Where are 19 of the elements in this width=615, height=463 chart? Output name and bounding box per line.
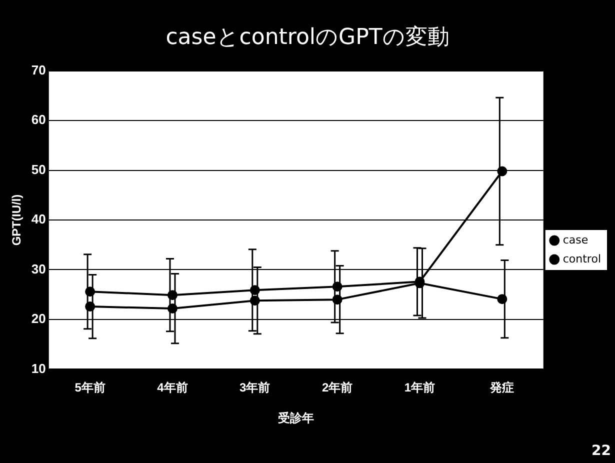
- legend-label: case: [562, 233, 588, 246]
- y-tick-label: 30: [31, 261, 46, 276]
- x-tick-label: 発症: [489, 380, 514, 395]
- y-tick-label: 10: [31, 360, 46, 376]
- y-tick-label: 50: [31, 162, 46, 177]
- x-axis-title: 受診年: [277, 411, 314, 426]
- x-tick-label: 2年前: [322, 380, 353, 395]
- x-tick-label: 3年前: [240, 380, 270, 395]
- chart-title: caseとcontrolのGPTの変動: [164, 24, 450, 52]
- y-axis-title: GPT(IU/l): [10, 194, 24, 246]
- legend-label: control: [562, 252, 602, 266]
- y-tick-label: 60: [31, 112, 46, 128]
- x-tick-label: 5年前: [74, 380, 106, 395]
- x-tick-label: 1年前: [404, 380, 436, 395]
- text: 22: [592, 443, 611, 459]
- y-tick-label: 40: [31, 212, 46, 227]
- x-tick-label: 4年前: [157, 380, 188, 395]
- y-tick-label: 70: [31, 62, 46, 78]
- y-tick-label: 20: [31, 311, 46, 326]
